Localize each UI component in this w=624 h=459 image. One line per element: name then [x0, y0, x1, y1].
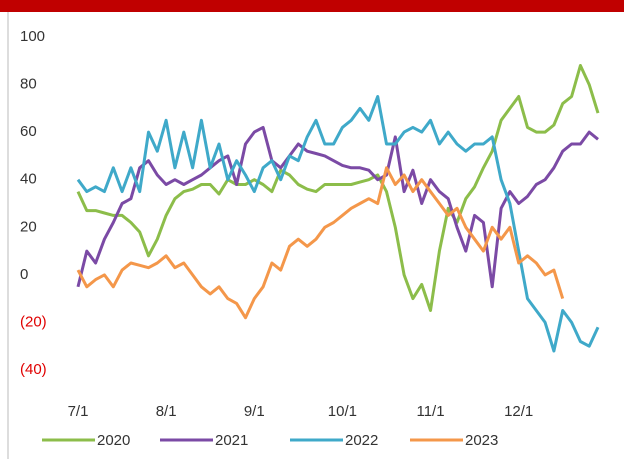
legend-label: 2021 [215, 432, 248, 449]
header-band [0, 0, 624, 12]
x-tick-label: 7/1 [68, 403, 89, 420]
y-tick-label: 20 [20, 218, 37, 235]
x-tick-label: 11/1 [416, 403, 444, 420]
y-tick-label: (20) [20, 313, 47, 330]
data-line [76, 64, 600, 312]
legend-label: 2022 [345, 432, 378, 449]
y-tick-label: 40 [20, 171, 37, 188]
x-tick-label: 9/1 [244, 403, 265, 420]
data-line [76, 166, 565, 320]
data-line [76, 125, 599, 289]
data-line [76, 95, 600, 353]
legend-label: 2020 [97, 432, 130, 449]
x-tick-label: 8/1 [156, 403, 177, 420]
y-tick-label: 0 [20, 266, 28, 283]
x-tick-label: 12/1 [504, 403, 533, 420]
y-tick-label: 80 [20, 76, 37, 93]
y-tick-label: 60 [20, 123, 37, 140]
legend-label: 2023 [465, 432, 498, 449]
y-tick-label: (40) [20, 361, 47, 378]
y-tick-label: 100 [20, 28, 45, 45]
x-tick-label: 10/1 [328, 403, 357, 420]
